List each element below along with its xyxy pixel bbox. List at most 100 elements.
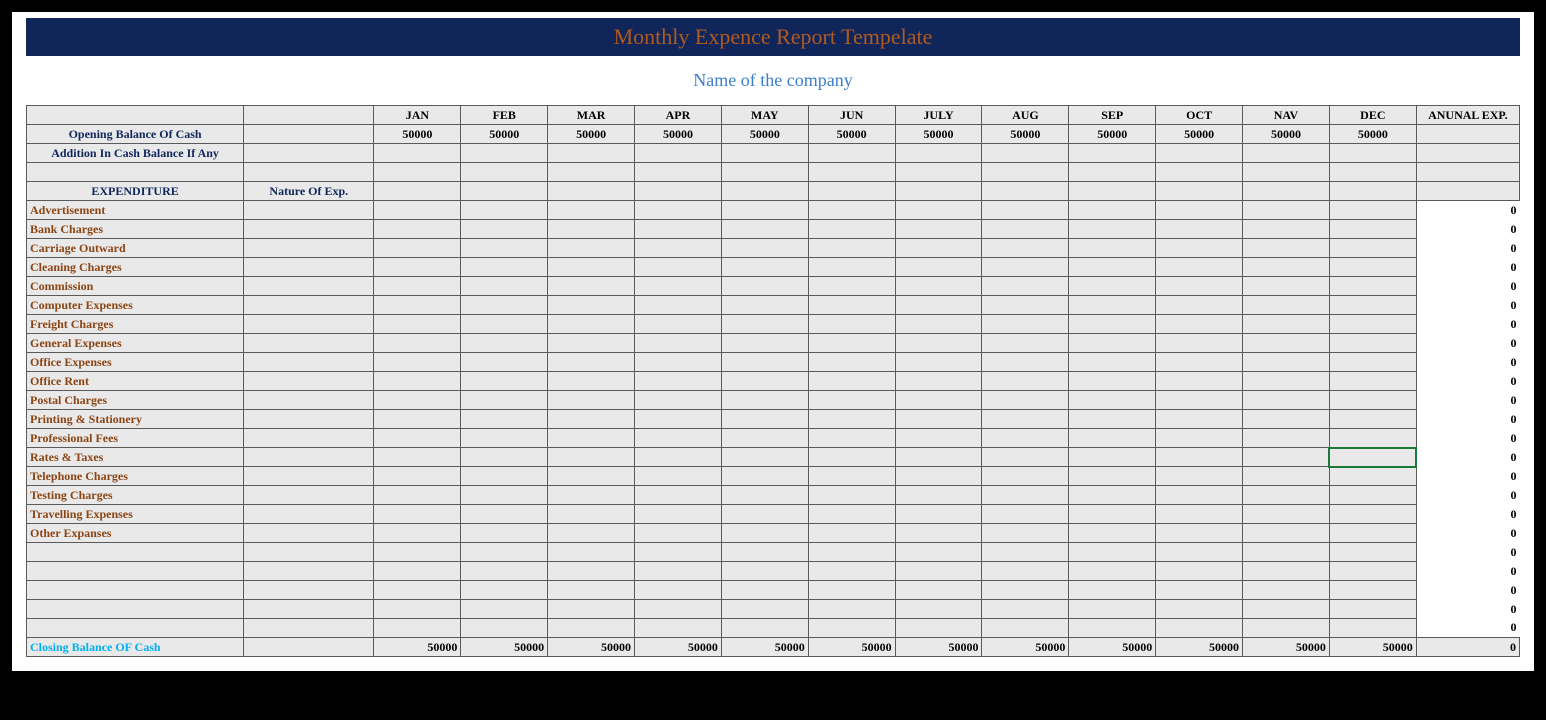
cell[interactable] — [721, 163, 808, 182]
expense-cell[interactable] — [1156, 448, 1243, 467]
expense-cell[interactable] — [1156, 391, 1243, 410]
expense-cell[interactable] — [548, 353, 635, 372]
expense-cell[interactable] — [461, 201, 548, 220]
expense-cell[interactable] — [1069, 277, 1156, 296]
expense-label[interactable]: Freight Charges — [27, 315, 244, 334]
expense-nature[interactable] — [244, 201, 374, 220]
expense-cell[interactable] — [721, 562, 808, 581]
expense-cell[interactable] — [808, 543, 895, 562]
expense-cell[interactable] — [461, 410, 548, 429]
expense-cell[interactable] — [1156, 239, 1243, 258]
expense-cell[interactable] — [374, 315, 461, 334]
expense-cell[interactable] — [1069, 220, 1156, 239]
expense-cell[interactable] — [808, 486, 895, 505]
expense-cell[interactable] — [721, 353, 808, 372]
expense-cell[interactable] — [721, 505, 808, 524]
expense-cell[interactable] — [1329, 391, 1416, 410]
expense-cell[interactable] — [721, 239, 808, 258]
expense-cell[interactable] — [1156, 220, 1243, 239]
expense-cell[interactable] — [808, 258, 895, 277]
cell[interactable] — [895, 163, 982, 182]
expense-cell[interactable] — [895, 600, 982, 619]
expense-cell[interactable] — [374, 410, 461, 429]
expense-cell[interactable] — [461, 258, 548, 277]
expense-cell[interactable] — [982, 448, 1069, 467]
expense-cell[interactable] — [721, 372, 808, 391]
expense-cell[interactable] — [1156, 619, 1243, 638]
expense-cell[interactable] — [1243, 220, 1330, 239]
expense-cell[interactable] — [895, 524, 982, 543]
expense-cell[interactable] — [721, 277, 808, 296]
expense-cell[interactable] — [1243, 258, 1330, 277]
expense-label[interactable]: Bank Charges — [27, 220, 244, 239]
expense-cell[interactable] — [635, 448, 722, 467]
expense-cell[interactable] — [548, 334, 635, 353]
expense-cell[interactable] — [721, 619, 808, 638]
expense-cell[interactable] — [635, 296, 722, 315]
expense-cell[interactable] — [721, 581, 808, 600]
expense-cell[interactable] — [721, 486, 808, 505]
expense-cell[interactable] — [1069, 562, 1156, 581]
expense-nature[interactable] — [244, 258, 374, 277]
closing-balance-value[interactable]: 50000 — [982, 638, 1069, 657]
expense-cell[interactable] — [895, 543, 982, 562]
expense-cell[interactable] — [982, 391, 1069, 410]
expense-cell[interactable] — [982, 258, 1069, 277]
expense-cell[interactable] — [721, 448, 808, 467]
expense-cell[interactable] — [895, 562, 982, 581]
expense-cell[interactable] — [808, 429, 895, 448]
expense-cell[interactable] — [374, 619, 461, 638]
expense-cell[interactable] — [635, 600, 722, 619]
expense-cell[interactable] — [635, 562, 722, 581]
cell[interactable] — [635, 144, 722, 163]
cell[interactable] — [1416, 182, 1519, 201]
expense-cell[interactable] — [548, 486, 635, 505]
expense-nature[interactable] — [244, 353, 374, 372]
closing-balance-value[interactable]: 50000 — [1243, 638, 1330, 657]
expense-cell[interactable] — [635, 619, 722, 638]
expense-cell[interactable] — [1156, 486, 1243, 505]
closing-balance-value[interactable]: 50000 — [635, 638, 722, 657]
expense-cell[interactable] — [635, 220, 722, 239]
expense-cell[interactable] — [895, 334, 982, 353]
expense-label[interactable]: Rates & Taxes — [27, 448, 244, 467]
expense-cell[interactable] — [721, 410, 808, 429]
expense-cell[interactable] — [1156, 372, 1243, 391]
cell[interactable] — [548, 144, 635, 163]
expense-cell[interactable] — [808, 467, 895, 486]
opening-balance-value[interactable]: 50000 — [1069, 125, 1156, 144]
expense-cell[interactable] — [721, 600, 808, 619]
cell[interactable] — [808, 182, 895, 201]
expense-cell[interactable] — [635, 543, 722, 562]
expense-cell[interactable] — [461, 334, 548, 353]
expense-cell[interactable] — [1243, 486, 1330, 505]
opening-balance-value[interactable]: 50000 — [721, 125, 808, 144]
cell[interactable] — [1243, 163, 1330, 182]
cell[interactable] — [982, 182, 1069, 201]
expense-cell[interactable] — [635, 581, 722, 600]
expense-cell[interactable] — [1243, 201, 1330, 220]
cell[interactable] — [1156, 182, 1243, 201]
cell[interactable] — [27, 163, 244, 182]
closing-balance-value[interactable]: 50000 — [374, 638, 461, 657]
expense-cell[interactable] — [1069, 353, 1156, 372]
expense-cell[interactable] — [1329, 543, 1416, 562]
expense-label[interactable] — [27, 581, 244, 600]
opening-balance-value[interactable]: 50000 — [895, 125, 982, 144]
expense-cell[interactable] — [1069, 429, 1156, 448]
expense-cell[interactable] — [1069, 524, 1156, 543]
expense-cell[interactable] — [635, 353, 722, 372]
expense-cell[interactable] — [808, 524, 895, 543]
expense-cell[interactable] — [1243, 524, 1330, 543]
expense-cell[interactable] — [1329, 486, 1416, 505]
expense-cell[interactable] — [895, 201, 982, 220]
closing-balance-value[interactable]: 50000 — [895, 638, 982, 657]
expense-cell[interactable] — [808, 315, 895, 334]
expense-label[interactable] — [27, 543, 244, 562]
expense-label[interactable]: Computer Expenses — [27, 296, 244, 315]
expense-cell[interactable] — [1156, 296, 1243, 315]
expense-cell[interactable] — [374, 562, 461, 581]
expense-cell[interactable] — [374, 505, 461, 524]
expense-cell[interactable] — [548, 562, 635, 581]
cell[interactable] — [1069, 163, 1156, 182]
